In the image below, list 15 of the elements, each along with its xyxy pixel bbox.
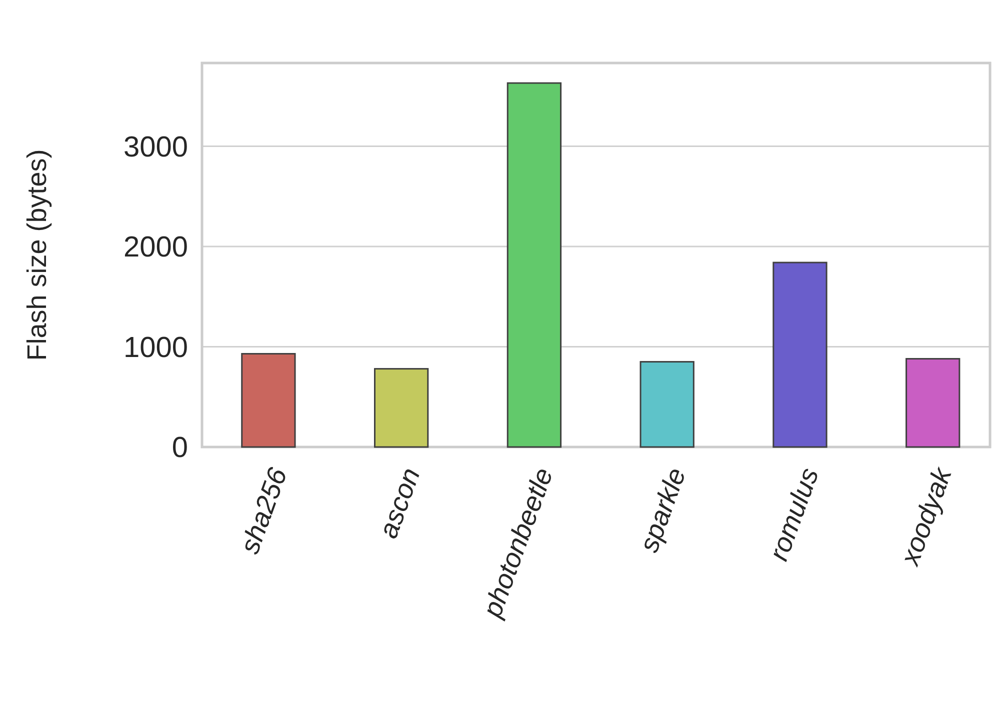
y-tick-label: 1000 [123, 332, 188, 364]
bar [374, 368, 429, 448]
bar [640, 361, 694, 448]
bar [772, 262, 828, 448]
x-tick-label: romulus [763, 464, 824, 565]
x-tick-label: sparkle [634, 464, 692, 556]
bar [906, 358, 960, 448]
y-tick-label: 2000 [123, 232, 188, 264]
y-axis-title: Flash size (bytes) [22, 149, 52, 361]
x-tick-label: ascon [373, 464, 426, 542]
y-tick-label: 3000 [123, 131, 188, 164]
x-tick-label: sha256 [234, 463, 294, 558]
bar [241, 353, 296, 448]
bar [506, 82, 562, 448]
y-tick-label: 0 [172, 432, 188, 464]
